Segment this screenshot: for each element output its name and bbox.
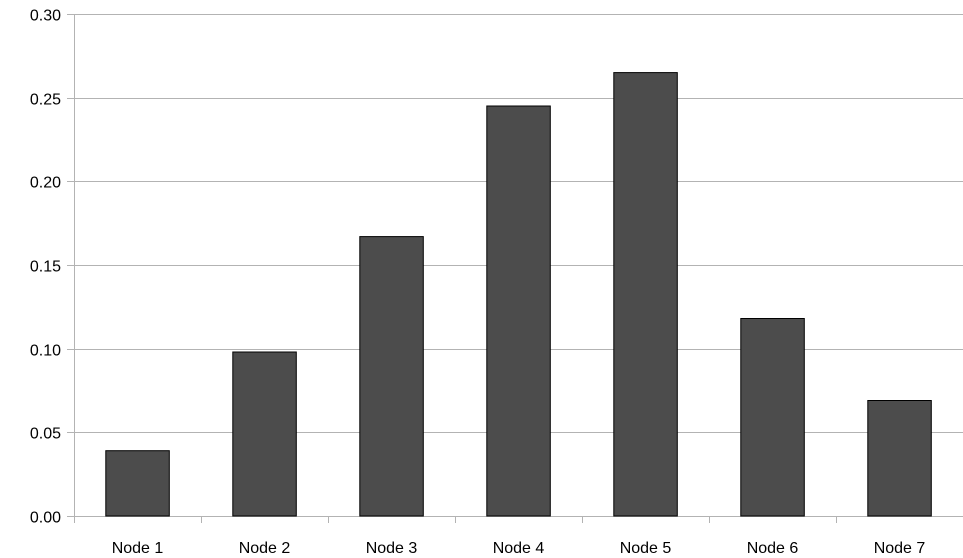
x-tick-label: Node 3 [366, 540, 418, 557]
bars [105, 72, 932, 517]
bar-node-4 [486, 105, 551, 517]
bar-node-2 [232, 351, 297, 517]
y-tick-label: 0.15 [30, 259, 61, 276]
x-tick-label: Node 5 [620, 540, 672, 557]
y-tick-label: 0.00 [30, 510, 61, 527]
bar-node-6 [740, 318, 805, 517]
y-tick-label: 0.05 [30, 426, 61, 443]
x-tick-label: Node 7 [874, 540, 926, 557]
x-tick-label: Node 6 [747, 540, 799, 557]
x-tick-labels: Node 1 Node 2 Node 3 Node 4 Node 5 Node 6 Node… [112, 540, 926, 557]
x-tick-label: Node 1 [112, 540, 164, 557]
x-tick-label: Node 2 [239, 540, 291, 557]
y-tick-label: 0.20 [30, 175, 61, 192]
bar-node-5 [613, 72, 678, 517]
y-tick-label: 0.10 [30, 343, 61, 360]
axes [74, 14, 837, 523]
x-tick-label: Node 4 [493, 540, 545, 557]
bar-node-3 [359, 236, 424, 517]
bar-node-7 [867, 400, 932, 517]
y-tick-label: 0.30 [30, 8, 61, 25]
y-tick-label: 0.25 [30, 92, 61, 109]
bar-node-1 [105, 450, 170, 517]
y-tick-labels: 0.00 0.05 0.10 0.15 0.20 0.25 0.30 [30, 8, 61, 527]
